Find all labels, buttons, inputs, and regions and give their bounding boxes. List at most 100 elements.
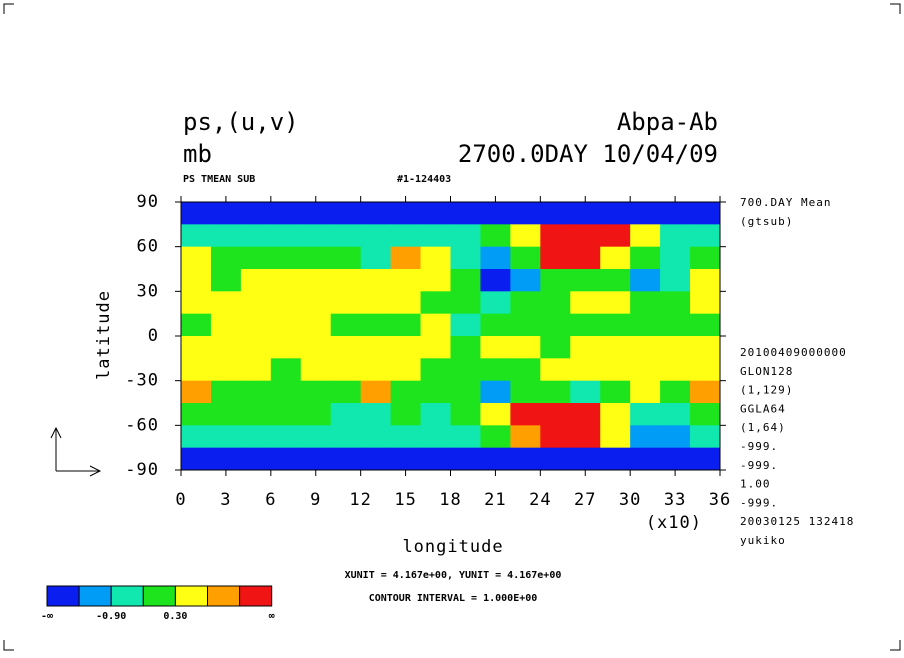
field-cell (240, 380, 272, 404)
field-cell (480, 313, 511, 337)
colorbar-box (239, 585, 273, 607)
note: CONTOUR INTERVAL = 1.000E+00 (369, 593, 538, 604)
field-cell (510, 224, 541, 248)
title: ps,(u,v) (183, 108, 299, 136)
field-cell (330, 447, 362, 471)
field-cell (360, 313, 392, 337)
field-cell (510, 202, 541, 225)
field-cell (390, 447, 422, 471)
meta-text: 20030125 132418 (740, 515, 854, 528)
x-scale-label: (x10) (646, 513, 702, 533)
field-cell (330, 313, 362, 337)
field-cell (420, 246, 451, 270)
field-cell (570, 202, 601, 225)
field-cell (240, 224, 272, 248)
field-cell (300, 202, 332, 225)
field-cell (630, 313, 661, 337)
meta-text: GLON128 (740, 365, 793, 378)
field-cell (210, 358, 242, 382)
field-cell (420, 336, 451, 359)
field-cell (540, 224, 571, 248)
field-cell (510, 425, 541, 449)
colorbar-label: ∞ (269, 611, 275, 622)
field-cell (240, 425, 272, 449)
field-cell (450, 313, 481, 337)
field-cell (181, 447, 212, 471)
field-cell (540, 291, 571, 315)
field-cell (450, 380, 481, 404)
field-cell (270, 336, 302, 359)
y-tick-label: -90 (125, 460, 159, 480)
field-cell (660, 358, 691, 382)
meta-text: -999. (740, 440, 778, 453)
field-cell (330, 202, 362, 225)
field-cell (660, 313, 691, 337)
field-cell (630, 202, 661, 225)
field-cell (600, 336, 631, 359)
field-cell (690, 425, 721, 449)
field-cell (480, 202, 511, 225)
field-cell (420, 291, 451, 315)
field-cell (690, 380, 721, 404)
field-cell (450, 246, 481, 270)
field-cell (660, 246, 691, 270)
field-cell (480, 224, 511, 248)
field-cell (240, 336, 272, 359)
field-cell (450, 358, 481, 382)
field-cell (510, 336, 541, 359)
field-cell (480, 403, 511, 426)
meta-text: -999. (740, 496, 778, 509)
field-cell (660, 336, 691, 359)
y-tick-label: 30 (137, 281, 159, 301)
colorbar-box (174, 585, 208, 607)
field-cell (570, 358, 601, 382)
field-cell (390, 269, 422, 292)
field-cell (690, 313, 721, 337)
units: mb (183, 140, 212, 168)
field-cell (450, 447, 481, 471)
field-cell (181, 313, 212, 337)
field-cell (240, 246, 272, 270)
field-cell (330, 269, 362, 292)
colorbar-box (78, 585, 112, 607)
field-cell (360, 224, 392, 248)
field-cell (630, 425, 661, 449)
x-tick-label: 9 (310, 490, 321, 510)
field-cell (210, 380, 242, 404)
field-cell (630, 291, 661, 315)
field-cell (240, 403, 272, 426)
field-cell (270, 313, 302, 337)
field-cell (510, 313, 541, 337)
field-cell (181, 246, 212, 270)
field-cell (690, 403, 721, 426)
field-cell (510, 246, 541, 270)
field-cell (300, 313, 332, 337)
y-tick-label: 0 (148, 326, 159, 346)
x-tick-label: 30 (619, 490, 641, 510)
x-tick-label: 6 (265, 490, 276, 510)
field-cell (210, 269, 242, 292)
field-cell (360, 291, 392, 315)
field-cell (450, 269, 481, 292)
info-text: (gtsub) (740, 215, 793, 228)
field-cell (540, 380, 571, 404)
field-cell (600, 403, 631, 426)
field-cell (420, 313, 451, 337)
field-cell (420, 202, 451, 225)
info-text: 700.DAY Mean (740, 196, 831, 209)
time: 2700.0DAY 10/04/09 (458, 140, 718, 168)
field-cell (630, 224, 661, 248)
field-cell (510, 269, 541, 292)
field-cell (450, 425, 481, 449)
field-cell (270, 447, 302, 471)
field-cell (630, 269, 661, 292)
field-cell (240, 447, 272, 471)
field-cell (210, 403, 242, 426)
field-cell (570, 380, 601, 404)
field-cell (390, 202, 422, 225)
meta-text: (1,129) (740, 384, 793, 397)
field-cell (600, 291, 631, 315)
field-cell (360, 403, 392, 426)
x-tick-label: 12 (349, 490, 371, 510)
